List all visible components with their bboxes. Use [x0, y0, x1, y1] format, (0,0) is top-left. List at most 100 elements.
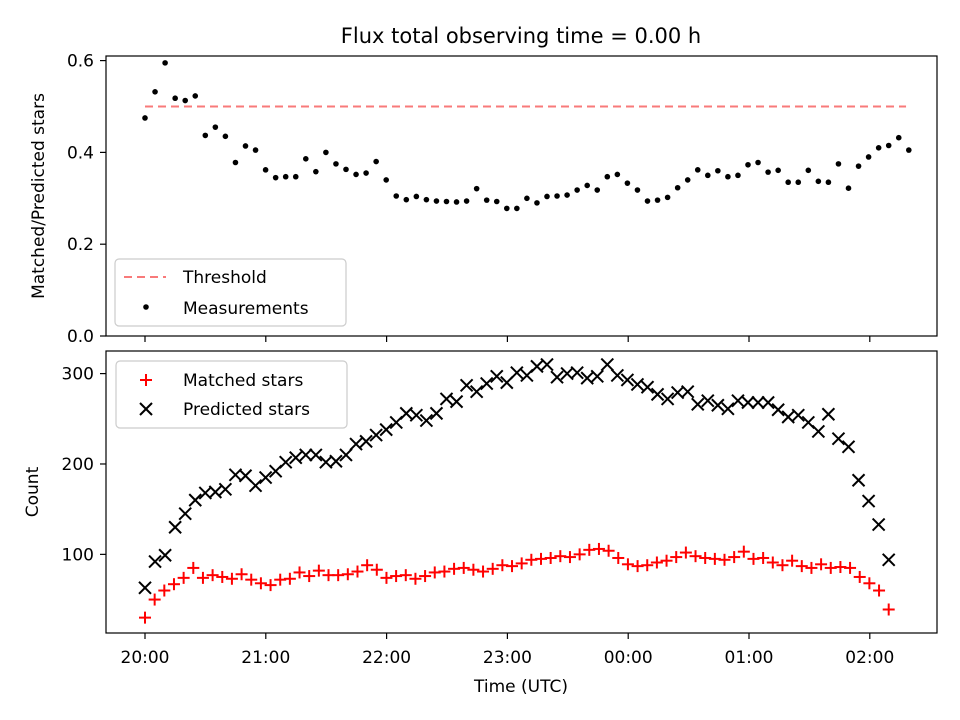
measurement-point: [212, 124, 219, 130]
matched-star-point: [805, 561, 818, 574]
matched-star-point: [621, 558, 634, 571]
matched-star-point: [718, 553, 731, 566]
predicted-star-point: [208, 485, 223, 499]
predicted-star-point: [469, 384, 484, 399]
predicted-star-point: [158, 548, 172, 562]
matched-star-point: [380, 571, 393, 584]
matched-star-point: [399, 569, 412, 582]
measurement-point: [835, 161, 842, 167]
matched-star-point: [650, 556, 663, 569]
bottom-y-tick-label: 200: [62, 455, 94, 475]
predicted-star-point: [349, 437, 363, 451]
matched-star-point: [370, 563, 383, 576]
measurement-point: [534, 200, 540, 206]
legend-matched-label: Matched stars: [183, 371, 303, 391]
predicted-star-point: [359, 434, 373, 449]
measurement-point: [574, 187, 580, 193]
top-y-ticks: 0.0 0.2 0.4 0.6: [67, 52, 106, 347]
measurement-point: [292, 173, 299, 180]
measurement-point: [684, 177, 691, 183]
top-y-tick-label: 0.4: [67, 143, 94, 163]
x-tick-label: 20:00: [121, 648, 170, 668]
predicted-star-point: [550, 370, 564, 384]
matched-star-point: [641, 559, 654, 572]
measurement-point: [403, 196, 410, 203]
predicted-star-point: [540, 357, 554, 372]
measurement-point: [272, 174, 279, 181]
measurement-point: [433, 198, 440, 204]
matched-star-point: [139, 611, 151, 624]
predicted-star-point: [379, 422, 393, 437]
bottom-panel: 100 200 300 20:00 21:00 22:00 23:00 00:00 01:00…: [23, 350, 938, 697]
predicted-star-point: [701, 394, 715, 408]
legend-predicted-swatch: [139, 402, 153, 416]
top-y-tick-label: 0.0: [67, 327, 94, 347]
measurement-point: [634, 187, 641, 193]
matched-star-point: [351, 565, 364, 578]
matched-star-point: [486, 562, 499, 575]
measurement-point: [544, 193, 550, 200]
measurement-point: [785, 179, 791, 186]
x-tick-label: 22:00: [362, 648, 411, 668]
predicted-star-point: [711, 398, 725, 412]
top-plot-frame: [105, 55, 938, 337]
measurement-point: [202, 132, 209, 139]
top-legend: Threshold Measurements: [114, 258, 347, 327]
matched-star-point: [409, 572, 422, 585]
legend-measurements-swatch: [143, 304, 149, 310]
matched-star-point: [844, 561, 857, 574]
matched-star-point: [361, 559, 374, 572]
measurement-point: [644, 198, 651, 204]
measurement-point: [383, 177, 390, 183]
x-tick-label: 01:00: [725, 648, 774, 668]
measurement-point: [554, 193, 560, 199]
measurement-point: [514, 205, 520, 212]
matched-star-point: [882, 603, 895, 616]
predicted-star-point: [449, 394, 464, 409]
measurement-point: [373, 158, 379, 165]
measurement-point: [524, 195, 530, 202]
measurement-point: [674, 184, 681, 191]
measurement-point: [473, 185, 480, 192]
matched-star-point: [515, 557, 528, 570]
measurement-point: [413, 193, 420, 200]
predicted-star-point: [188, 493, 202, 507]
measurement-point: [463, 198, 470, 204]
predicted-star-point: [660, 392, 675, 406]
predicted-star-point: [680, 384, 695, 399]
legend-threshold-label: Threshold: [182, 268, 267, 288]
measurement-point: [624, 180, 631, 186]
predicted-star-point: [329, 454, 343, 468]
measurement-point: [493, 198, 500, 205]
measurement-point: [865, 154, 872, 160]
matched-star-point: [303, 570, 316, 583]
measurement-point: [906, 147, 912, 153]
predicted-star-point: [600, 357, 615, 372]
matched-star-point: [264, 579, 277, 592]
predicted-star-point: [620, 373, 635, 387]
measurement-point: [453, 199, 460, 205]
matched-star-point: [167, 578, 180, 591]
measurement-point: [805, 167, 812, 174]
bottom-y-tick-label: 100: [62, 545, 94, 565]
measurement-point: [262, 167, 269, 173]
measurement-point: [715, 167, 721, 174]
matched-star-point: [873, 584, 886, 597]
predicted-star-point: [479, 376, 494, 391]
measurement-point: [654, 197, 661, 203]
legend-predicted-label: Predicted stars: [183, 400, 310, 420]
measurement-point: [252, 147, 259, 153]
matched-star-point: [148, 593, 161, 606]
predicted-star-point: [178, 506, 192, 521]
matched-star-point: [457, 561, 470, 574]
measurement-points: [142, 60, 912, 212]
measurement-point: [483, 197, 490, 203]
matched-star-point: [728, 551, 741, 564]
matched-star-point: [225, 572, 238, 585]
measurement-point: [313, 168, 319, 175]
predicted-star-point: [811, 424, 826, 439]
measurement-point: [353, 171, 359, 178]
measurement-point: [343, 166, 349, 173]
measurement-point: [363, 170, 369, 176]
